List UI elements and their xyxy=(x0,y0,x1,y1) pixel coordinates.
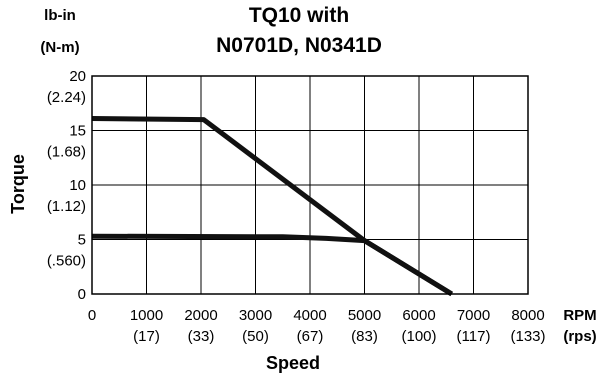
x-unit-secondary: (rps) xyxy=(563,328,596,345)
y-tick-sublabel: (1.68) xyxy=(47,144,86,161)
series-line-1 xyxy=(91,116,454,297)
y-tick-sublabel: (1.12) xyxy=(47,198,86,215)
y-unit-primary: lb-in xyxy=(44,7,76,24)
x-tick-sublabel: (17) xyxy=(133,328,160,345)
x-tick-sublabel: (67) xyxy=(297,328,324,345)
x-tick-label: 8000 xyxy=(511,307,544,324)
x-tick-labels: 0 1000 (17) 2000 (33) 3000 (50) 4000 (67) 5000 (83… xyxy=(88,307,546,345)
y-tick-label: 0 xyxy=(78,286,86,303)
y-tick-label: 10 xyxy=(69,177,86,194)
chart-title: TQ10 with N0701D, N0341D xyxy=(216,4,382,57)
series-lines xyxy=(91,116,454,297)
x-tick-sublabel: (50) xyxy=(242,328,269,345)
y-tick-sublabel: (2.24) xyxy=(47,89,86,106)
x-tick-label: 4000 xyxy=(293,307,326,324)
y-tick-label: 15 xyxy=(69,123,86,140)
y-axis-label: Torque xyxy=(8,154,28,214)
x-tick-label: 3000 xyxy=(239,307,272,324)
x-tick-label: 0 xyxy=(88,307,96,324)
y-unit-secondary: (N-m) xyxy=(40,39,79,56)
chart-title-line-1: TQ10 with xyxy=(249,4,349,27)
x-unit-primary: RPM xyxy=(563,307,596,324)
x-tick-sublabel: (83) xyxy=(351,328,378,345)
x-tick-sublabel: (33) xyxy=(188,328,215,345)
x-tick-sublabel: (117) xyxy=(457,328,491,345)
y-tick-sublabel: (.560) xyxy=(47,253,86,270)
x-tick-sublabel: (100) xyxy=(401,328,436,345)
x-tick-label: 5000 xyxy=(348,307,381,324)
x-tick-sublabel: (133) xyxy=(510,328,545,345)
plot-frame xyxy=(91,75,529,295)
y-tick-label: 20 xyxy=(69,68,86,85)
x-tick-label: 7000 xyxy=(457,307,490,324)
x-tick-label: 1000 xyxy=(130,307,163,324)
y-tick-label: 5 xyxy=(78,232,86,249)
x-tick-label: 2000 xyxy=(184,307,217,324)
x-tick-label: 6000 xyxy=(402,307,435,324)
grid xyxy=(91,75,529,295)
series-line-2 xyxy=(91,233,454,297)
x-axis-label: Speed xyxy=(266,353,320,373)
y-tick-labels: 0 5 (.560) 10 (1.12) 15 (1.68) 20 (2.24) xyxy=(47,68,86,303)
chart-title-line-2: N0701D, N0341D xyxy=(216,34,382,57)
